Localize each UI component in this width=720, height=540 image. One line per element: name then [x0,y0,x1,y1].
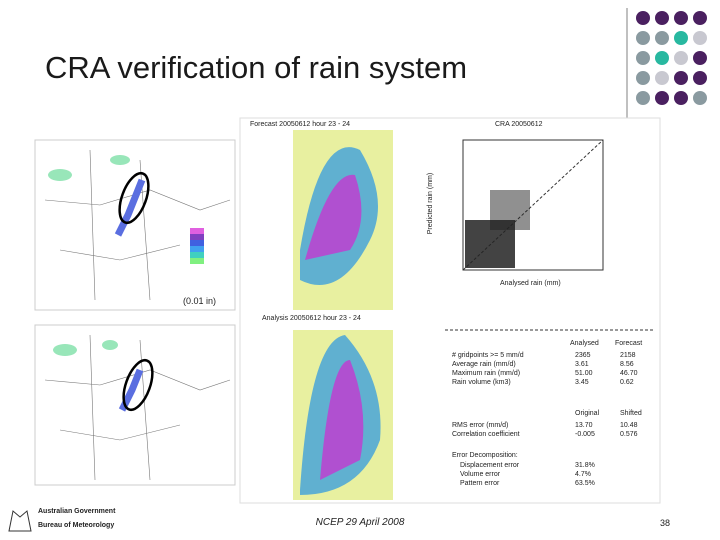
decor-dot [674,11,688,25]
map-title: Forecast 20050612 hour 23 - 24 [250,121,351,128]
decor-dot [693,91,707,105]
decor-dot [636,71,650,85]
decor-dot [655,91,669,105]
stats-text: Original [575,410,600,417]
decor-dot [636,91,650,105]
stats-text: Maximum rain (mm/d) [452,370,521,377]
stats-text: 13.70 [575,422,593,429]
decor-dot [655,51,669,65]
decor-dot [693,11,707,25]
stats-text: 63.5% [575,480,595,487]
decor-dot [693,71,707,85]
decor-dot [674,91,688,105]
stats-text: Rain volume (km3) [452,379,511,386]
page-number: 38 [660,518,671,528]
stats-text: 46.70 [620,370,638,377]
decor-dot [693,51,707,65]
decor-dot [674,71,688,85]
stats-text: 51.00 [575,370,593,377]
stats-text: Displacement error [460,462,520,469]
stats-text: 31.8% [575,462,595,469]
map-title: Analysis 20050612 hour 23 - 24 [262,315,361,322]
logo-crest [8,510,32,532]
stats-text: Analysed [570,340,599,347]
stats-text: 2158 [620,352,636,359]
stats-text: # gridpoints >= 5 mm/d [452,352,524,359]
stats-text: 2365 [575,352,591,359]
stats-text: 3.61 [575,361,589,368]
logo-text: Bureau of Meteorology [38,522,115,529]
decor-dot [655,31,669,45]
legend-unit: (0.01 in) [183,296,217,306]
stats-text: RMS error (mm/d) [452,422,509,429]
stats-text: Forecast [615,340,643,347]
stats-text: 10.48 [620,422,638,429]
footer-text: NCEP 29 April 2008 [315,517,405,528]
stats-text: 8.56 [620,361,634,368]
stats-text: Average rain (mm/d) [452,361,516,368]
decor-dot [655,11,669,25]
slide-title: CRA verification of rain system [45,50,468,85]
decor-dot [636,51,650,65]
decor-dot [655,71,669,85]
decor-dot [674,31,688,45]
stats-text: 0.62 [620,379,634,386]
decor-dot [674,51,688,65]
stats-text: Pattern error [460,480,500,487]
stats-text: Shifted [620,410,642,417]
decor-dot [693,31,707,45]
stats-text: -0.005 [575,431,595,438]
decor-dot [636,31,650,45]
y-axis-label: Predicted rain (mm) [427,172,435,235]
x-axis-label: Analysed rain (mm) [500,280,561,287]
stats-text: 3.45 [575,379,589,386]
stats-text: Volume error [460,471,501,478]
stats-text: Correlation coefficient [452,431,520,438]
decor-dot [636,11,650,25]
stats-text: 4.7% [575,471,591,478]
stats-text: Error Decomposition: [452,452,518,459]
stats-text: 0.576 [620,431,638,438]
scatter-title: CRA 20050612 [495,121,543,128]
logo-text: Australian Government [38,508,116,515]
